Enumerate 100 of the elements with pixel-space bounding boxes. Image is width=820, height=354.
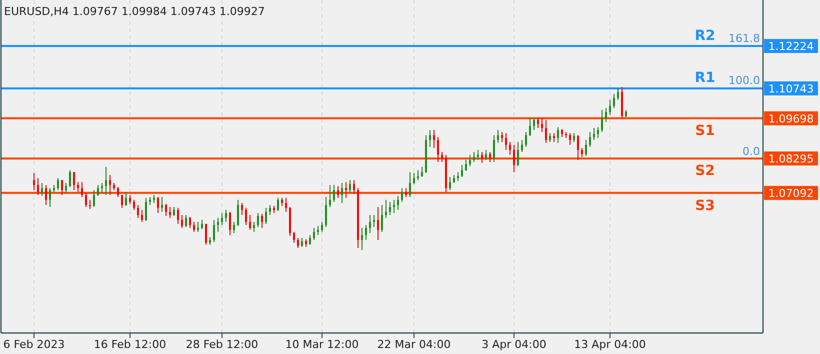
- candlestick: [385, 199, 387, 218]
- candlestick: [433, 129, 435, 149]
- candlestick: [225, 209, 227, 222]
- candlestick: [141, 209, 143, 222]
- candlestick: [181, 214, 183, 228]
- candlestick: [229, 211, 231, 236]
- text: R1: [694, 70, 716, 86]
- candlestick: [533, 117, 535, 130]
- candlestick: [201, 219, 203, 230]
- candlestick: [161, 196, 163, 212]
- candlestick: [517, 142, 519, 167]
- candlestick: [49, 188, 51, 208]
- candlestick: [345, 182, 347, 198]
- candlestick: [45, 184, 47, 206]
- candlestick: [577, 134, 579, 161]
- candlestick: [157, 196, 159, 214]
- candlestick: [337, 186, 339, 198]
- ref-line-label: 1.07092: [768, 186, 814, 200]
- x-tick-label: 3 Apr 04:00: [482, 338, 546, 351]
- candlestick: [521, 140, 523, 153]
- candlestick: [397, 195, 399, 210]
- candlestick: [593, 127, 595, 141]
- candlestick: [125, 192, 127, 206]
- candlestick: [373, 214, 375, 228]
- x-tick-label: 22 Mar 04:00: [377, 338, 451, 351]
- candlestick: [137, 204, 139, 218]
- candlestick: [585, 140, 587, 157]
- candlestick: [325, 196, 327, 228]
- candlestick: [609, 99, 611, 116]
- candlestick: [297, 237, 299, 248]
- candlestick: [257, 212, 259, 228]
- candlestick: [541, 117, 543, 132]
- candlestick: [205, 223, 207, 246]
- candlestick: [41, 182, 43, 196]
- candlestick: [333, 184, 335, 202]
- candlestick: [97, 184, 99, 196]
- candlestick: [69, 170, 71, 188]
- candlestick: [545, 119, 547, 144]
- text: S1: [695, 123, 715, 139]
- candlestick: [269, 204, 271, 216]
- candlestick: [165, 203, 167, 216]
- candlestick: [441, 152, 443, 163]
- candlestick: [89, 199, 91, 210]
- candlestick: [505, 132, 507, 151]
- candlestick: [313, 227, 315, 240]
- candlestick: [489, 152, 491, 163]
- x-tick-label: 28 Feb 12:00: [186, 338, 258, 351]
- candlestick: [309, 234, 311, 246]
- text: R2: [694, 28, 716, 44]
- candlestick: [253, 221, 255, 232]
- candlestick: [469, 154, 471, 167]
- candlestick: [81, 182, 83, 198]
- candlestick: [389, 201, 391, 216]
- candlestick: [193, 221, 195, 232]
- candlestick: [429, 129, 431, 148]
- candlestick: [365, 224, 367, 240]
- candlestick: [93, 190, 95, 208]
- candlestick: [601, 109, 603, 132]
- candlestick: [117, 186, 119, 198]
- candlestick: [529, 117, 531, 137]
- x-tick-label: 10 Mar 12:00: [285, 338, 359, 351]
- candlestick: [241, 202, 243, 216]
- candlestick: [121, 194, 123, 208]
- candlestick: [109, 174, 111, 196]
- ref-line-label: 1.08295: [768, 152, 814, 166]
- candlestick: [473, 152, 475, 163]
- candlestick: [197, 221, 199, 232]
- text: EURUSD,H4 1.09767 1.09984 1.09743 1.09927: [4, 5, 265, 18]
- candlestick: [353, 180, 355, 194]
- candlestick: [261, 213, 263, 228]
- candlestick: [65, 182, 67, 194]
- candlestick: [417, 170, 419, 181]
- candlestick: [613, 93, 615, 108]
- candlestick: [37, 178, 39, 196]
- candlestick: [177, 207, 179, 224]
- candlestick: [85, 192, 87, 208]
- candlestick: [57, 178, 59, 191]
- candlestick: [461, 164, 463, 178]
- candlestick: [449, 176, 451, 191]
- candlestick: [369, 214, 371, 234]
- candlestick: [525, 131, 527, 148]
- candlestick: [557, 126, 559, 144]
- candlestick: [321, 221, 323, 232]
- candlestick: [493, 134, 495, 163]
- candlestick: [105, 166, 107, 196]
- ref-line-label: 1.10743: [768, 82, 814, 96]
- candlestick: [285, 197, 287, 212]
- candlestick: [77, 182, 79, 193]
- candlestick: [329, 184, 331, 208]
- candlestick: [393, 199, 395, 214]
- candlestick: [249, 214, 251, 230]
- candlestick: [617, 88, 619, 100]
- candlestick: [33, 172, 35, 191]
- candlestick: [481, 152, 483, 164]
- candlestick: [497, 129, 499, 144]
- candlestick: [413, 172, 415, 185]
- candlestick: [361, 227, 363, 250]
- x-tick-label: 13 Apr 04:00: [574, 338, 646, 351]
- candlestick: [485, 150, 487, 161]
- candlestick: [245, 207, 247, 226]
